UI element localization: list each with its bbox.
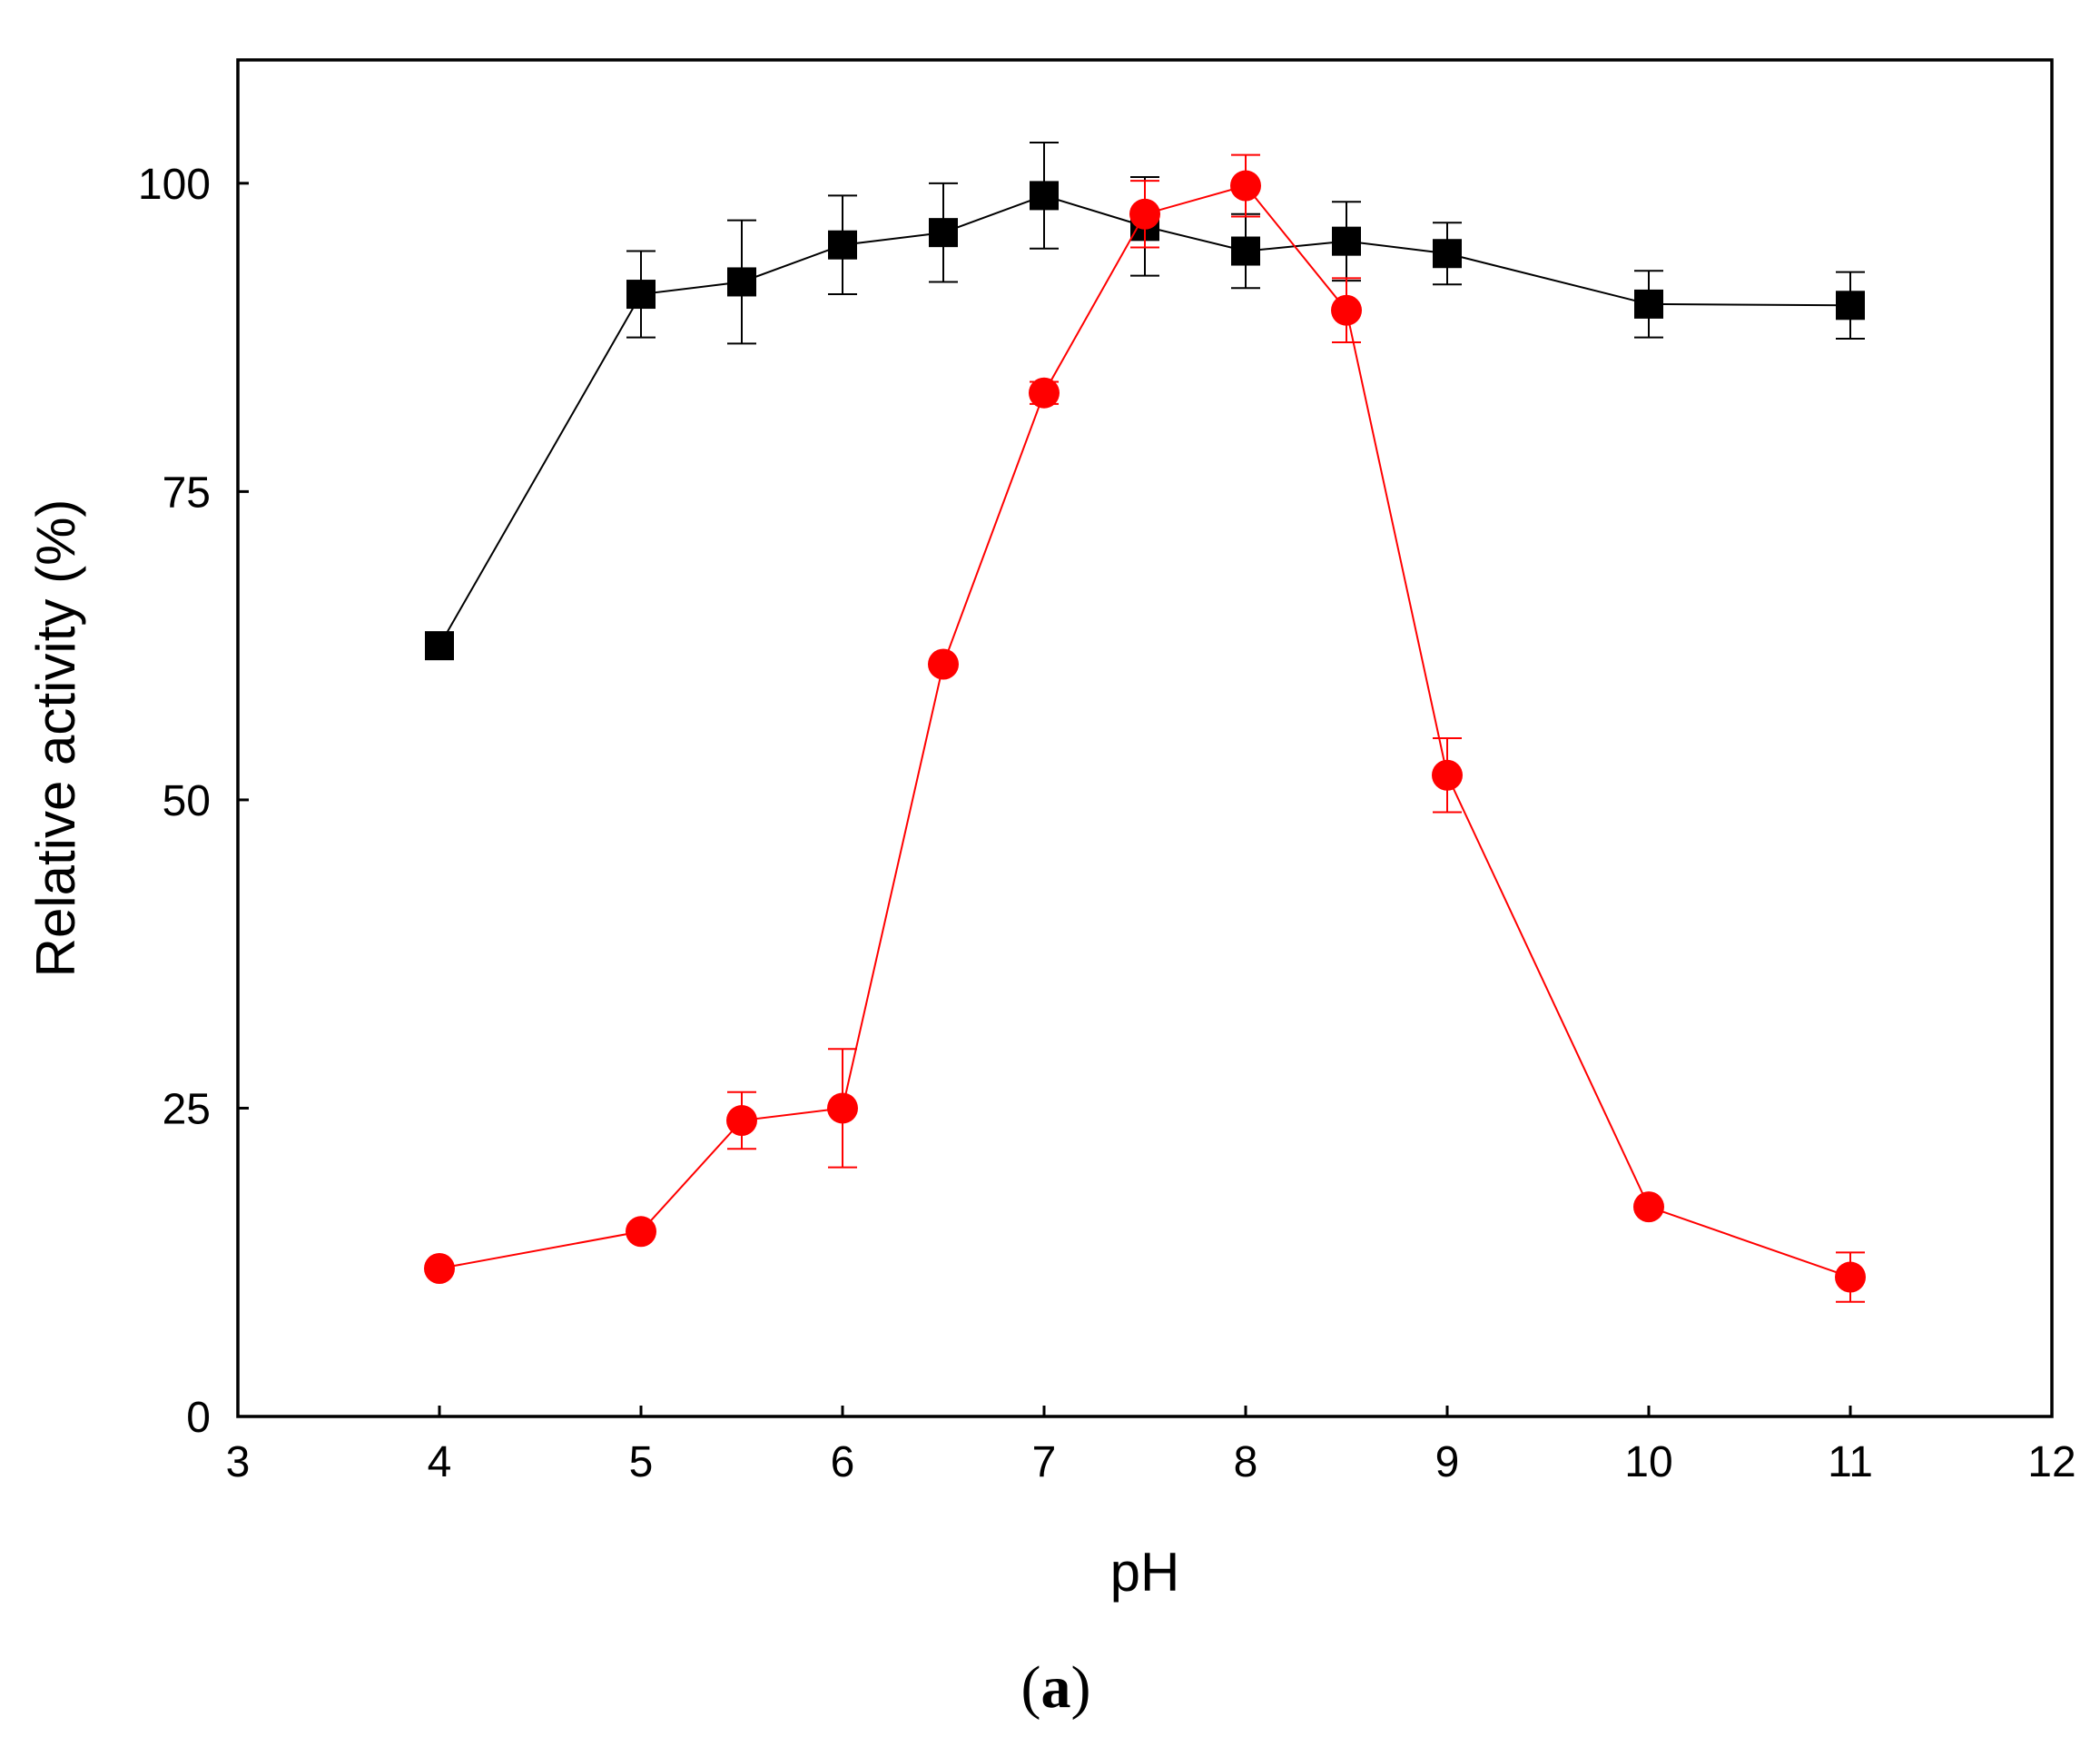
- chart-marks: [424, 141, 1866, 1303]
- y-tick-label: 0: [186, 1394, 211, 1442]
- x-tick-label: 4: [428, 1438, 452, 1486]
- x-tick-label: 12: [2027, 1438, 2075, 1486]
- series-1: [425, 141, 1865, 661]
- y-axis: 0 25 50 75 100: [138, 161, 249, 1442]
- y-tick-label: 25: [163, 1085, 211, 1133]
- series-2-point: [424, 1253, 455, 1285]
- series-2-point: [726, 1105, 757, 1137]
- series-2-line: [439, 184, 1851, 1278]
- x-axis-title: pH: [1110, 1542, 1180, 1603]
- series-1-line: [439, 194, 1851, 646]
- x-axis: 3 4 5 6 7 8 9 10 11 12: [226, 1406, 2076, 1486]
- series-1-point: [1634, 289, 1663, 319]
- series-2-point: [1331, 294, 1362, 326]
- x-tick-label: 10: [1624, 1438, 1672, 1486]
- y-tick-label: 100: [138, 161, 211, 209]
- x-tick-label: 11: [1828, 1438, 1873, 1486]
- series-1-point: [1433, 239, 1462, 269]
- series-1-point: [929, 218, 958, 248]
- series-2-point: [1432, 759, 1463, 791]
- series-1-point: [626, 280, 656, 310]
- series-2-point: [1835, 1261, 1866, 1293]
- x-tick-label: 5: [629, 1438, 654, 1486]
- series-2-point: [1230, 170, 1261, 202]
- series-2: [424, 153, 1866, 1303]
- x-tick-label: 8: [1234, 1438, 1258, 1486]
- series-2-point: [827, 1092, 858, 1124]
- y-axis-title: Relative activity (%): [25, 499, 86, 978]
- panel-label: (a): [1021, 1654, 1091, 1721]
- x-tick-label: 3: [226, 1438, 251, 1486]
- plot-area-frame: [236, 58, 2054, 1418]
- series-2-point: [928, 648, 959, 680]
- series-1-point: [1332, 226, 1361, 256]
- x-tick-label: 6: [831, 1438, 855, 1486]
- series-1-point: [1231, 236, 1260, 266]
- series-1-point: [828, 230, 857, 260]
- x-tick-label: 9: [1435, 1438, 1460, 1486]
- y-tick-label: 50: [163, 777, 211, 825]
- series-1-point: [1030, 181, 1059, 211]
- series-1-point: [727, 267, 756, 297]
- series-2-point: [1633, 1191, 1664, 1223]
- y-tick-label: 75: [163, 469, 211, 517]
- series-1-point: [425, 631, 454, 661]
- series-2-point: [1129, 198, 1160, 230]
- series-2-point: [626, 1216, 656, 1248]
- x-tick-label: 7: [1032, 1438, 1057, 1486]
- series-1-point: [1836, 291, 1865, 321]
- series-2-point: [1029, 377, 1060, 409]
